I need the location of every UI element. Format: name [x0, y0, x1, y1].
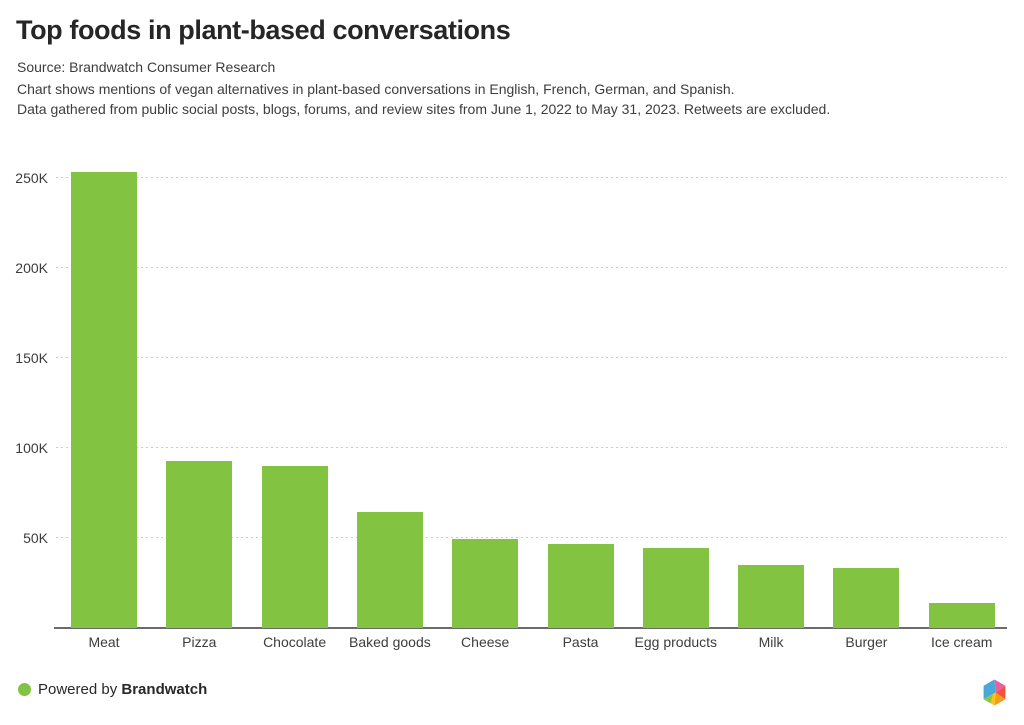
y-axis-tick-label: 250K — [15, 170, 48, 186]
bar-ice-cream — [928, 603, 995, 628]
description-line-2: Data gathered from public social posts, … — [17, 101, 831, 117]
bar-chart: 50K 100K 150K 200K 250K Meat Pizza Chocolate Bak… — [15, 152, 1007, 650]
gridline — [56, 267, 1007, 268]
gridline — [56, 177, 1007, 178]
x-axis-category-label: Cheese — [461, 634, 510, 650]
x-axis-category-label: Milk — [758, 634, 784, 650]
bar-chocolate — [261, 465, 328, 628]
brand-dot-icon — [18, 683, 31, 696]
bar-pasta — [547, 543, 614, 628]
x-axis-category-label: Egg products — [634, 634, 718, 650]
bar-meat — [71, 172, 137, 628]
brand-name: Brandwatch — [121, 681, 208, 698]
gridline — [56, 357, 1007, 358]
bar-cheese — [452, 539, 519, 628]
x-axis-category-label: Baked goods — [349, 634, 431, 650]
bar-milk — [738, 565, 805, 628]
bar-pizza — [166, 461, 233, 628]
source-line: Source: Brandwatch Consumer Research — [17, 59, 276, 75]
bar-egg-products — [642, 548, 709, 628]
gridline — [56, 447, 1007, 448]
y-axis-tick-label: 50K — [23, 530, 48, 546]
x-axis-category-label: Chocolate — [263, 634, 327, 650]
description-line-1: Chart shows mentions of vegan alternativ… — [17, 81, 735, 97]
page-title: Top foods in plant-based conversations — [16, 15, 511, 45]
x-axis-category-label: Meat — [88, 634, 120, 650]
y-axis-tick-label: 100K — [15, 440, 48, 456]
x-axis-category-label: Burger — [845, 634, 888, 650]
bar-burger — [833, 567, 900, 628]
x-axis-category-label: Pasta — [562, 634, 599, 650]
x-axis-line — [54, 627, 1007, 629]
x-axis-category-label: Ice cream — [930, 634, 993, 650]
y-axis-tick-label: 200K — [15, 260, 48, 276]
powered-by-text: Powered by — [38, 681, 122, 698]
gridline — [56, 537, 1007, 538]
powered-by-label: Powered by Brandwatch — [38, 681, 207, 698]
x-axis-category-label: Pizza — [182, 634, 217, 650]
powered-by-footer: Powered by Brandwatch — [18, 681, 207, 698]
y-axis-tick-label: 150K — [15, 350, 48, 366]
bar-baked-goods — [356, 511, 423, 628]
brandwatch-hexagon-logo-icon — [983, 679, 1006, 706]
